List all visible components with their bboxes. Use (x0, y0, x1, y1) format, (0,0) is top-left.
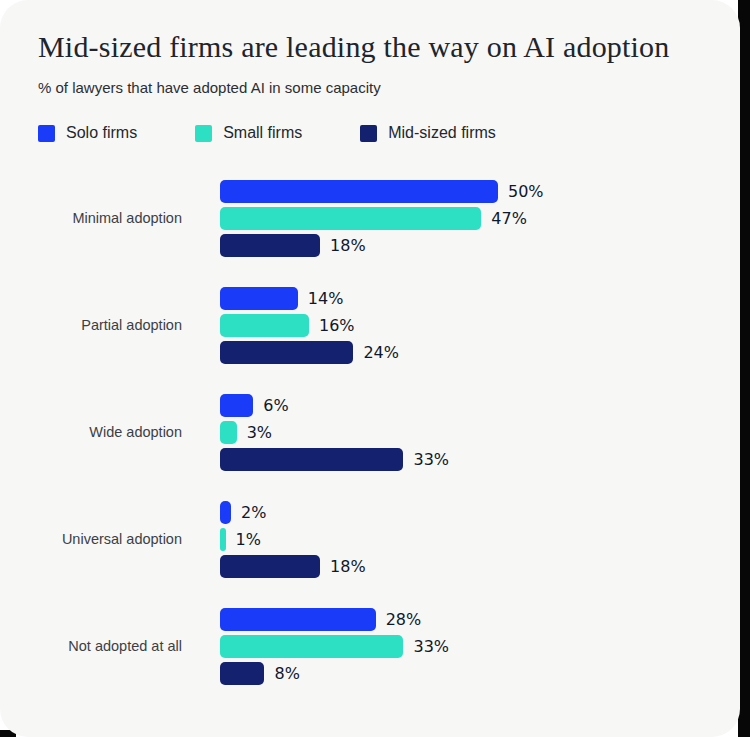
chart-subtitle: % of lawyers that have adopted AI in som… (38, 79, 740, 96)
legend-swatch-icon (38, 125, 55, 142)
bar-value-label: 50% (508, 182, 544, 201)
bar-group: Not adopted at all 28% 33% 8% (38, 608, 740, 685)
legend-label: Solo firms (66, 124, 137, 142)
bar-row: 6% (220, 394, 449, 417)
bar-mid-sized-firms (220, 341, 353, 364)
bar-row: 47% (220, 207, 544, 230)
bar-value-label: 6% (263, 396, 288, 415)
chart-card: Mid-sized firms are leading the way on A… (0, 0, 740, 737)
bar-mid-sized-firms (220, 555, 320, 578)
bar-group: Minimal adoption 50% 47% 18% (38, 180, 740, 257)
bar-value-label: 47% (491, 209, 527, 228)
bar-row: 18% (220, 234, 544, 257)
bar-value-label: 16% (319, 316, 355, 335)
bar-value-label: 8% (274, 664, 299, 683)
bar-row: 24% (220, 341, 399, 364)
bar-group: Universal adoption 2% 1% 18% (38, 501, 740, 578)
bar-value-label: 24% (363, 343, 399, 362)
category-label: Universal adoption (62, 531, 182, 548)
bar-mid-sized-firms (220, 662, 264, 685)
bar-stack: 6% 3% 33% (220, 394, 449, 471)
bar-row: 33% (220, 448, 449, 471)
bar-row: 3% (220, 421, 449, 444)
bar-value-label: 14% (308, 289, 344, 308)
legend: Solo firms Small firms Mid-sized firms (38, 124, 740, 142)
bar-row: 1% (220, 528, 366, 551)
bar-value-label: 18% (330, 236, 366, 255)
category-label-cell: Not adopted at all (38, 608, 182, 685)
chart-title: Mid-sized firms are leading the way on A… (38, 30, 740, 63)
bar-value-label: 18% (330, 557, 366, 576)
bar-row: 18% (220, 555, 366, 578)
bar-group: Wide adoption 6% 3% 33% (38, 394, 740, 471)
bar-row: 28% (220, 608, 449, 631)
bar-value-label: 33% (413, 450, 449, 469)
category-label-cell: Partial adoption (38, 287, 182, 364)
bar-stack: 28% 33% 8% (220, 608, 449, 685)
bar-value-label: 2% (241, 503, 266, 522)
bar-row: 50% (220, 180, 544, 203)
bar-row: 8% (220, 662, 449, 685)
legend-item: Small firms (195, 124, 302, 142)
bar-solo-firms (220, 608, 376, 631)
bar-solo-firms (220, 501, 231, 524)
category-label: Not adopted at all (68, 638, 182, 655)
category-label: Wide adoption (89, 424, 182, 441)
bar-mid-sized-firms (220, 448, 403, 471)
legend-label: Mid-sized firms (388, 124, 496, 142)
category-label: Partial adoption (81, 317, 182, 334)
bar-small-firms (220, 528, 226, 551)
legend-item: Solo firms (38, 124, 137, 142)
bar-solo-firms (220, 180, 498, 203)
bar-solo-firms (220, 287, 298, 310)
bar-stack: 2% 1% 18% (220, 501, 366, 578)
bar-solo-firms (220, 394, 253, 417)
bar-stack: 50% 47% 18% (220, 180, 544, 257)
category-label-cell: Universal adoption (38, 501, 182, 578)
bar-value-label: 3% (247, 423, 272, 442)
bar-small-firms (220, 314, 309, 337)
bar-row: 14% (220, 287, 399, 310)
bar-value-label: 1% (236, 530, 261, 549)
legend-label: Small firms (223, 124, 302, 142)
category-label-cell: Wide adoption (38, 394, 182, 471)
bar-stack: 14% 16% 24% (220, 287, 399, 364)
legend-swatch-icon (360, 125, 377, 142)
bar-row: 33% (220, 635, 449, 658)
bar-row: 2% (220, 501, 366, 524)
legend-item: Mid-sized firms (360, 124, 496, 142)
category-label: Minimal adoption (72, 210, 182, 227)
bar-small-firms (220, 421, 237, 444)
bar-chart: Minimal adoption 50% 47% 18% Partial adoptio… (38, 180, 740, 685)
bar-row: 16% (220, 314, 399, 337)
bar-value-label: 28% (386, 610, 422, 629)
bar-value-label: 33% (413, 637, 449, 656)
bar-small-firms (220, 635, 403, 658)
bar-group: Partial adoption 14% 16% 24% (38, 287, 740, 364)
bar-mid-sized-firms (220, 234, 320, 257)
legend-swatch-icon (195, 125, 212, 142)
category-label-cell: Minimal adoption (38, 180, 182, 257)
bar-small-firms (220, 207, 481, 230)
